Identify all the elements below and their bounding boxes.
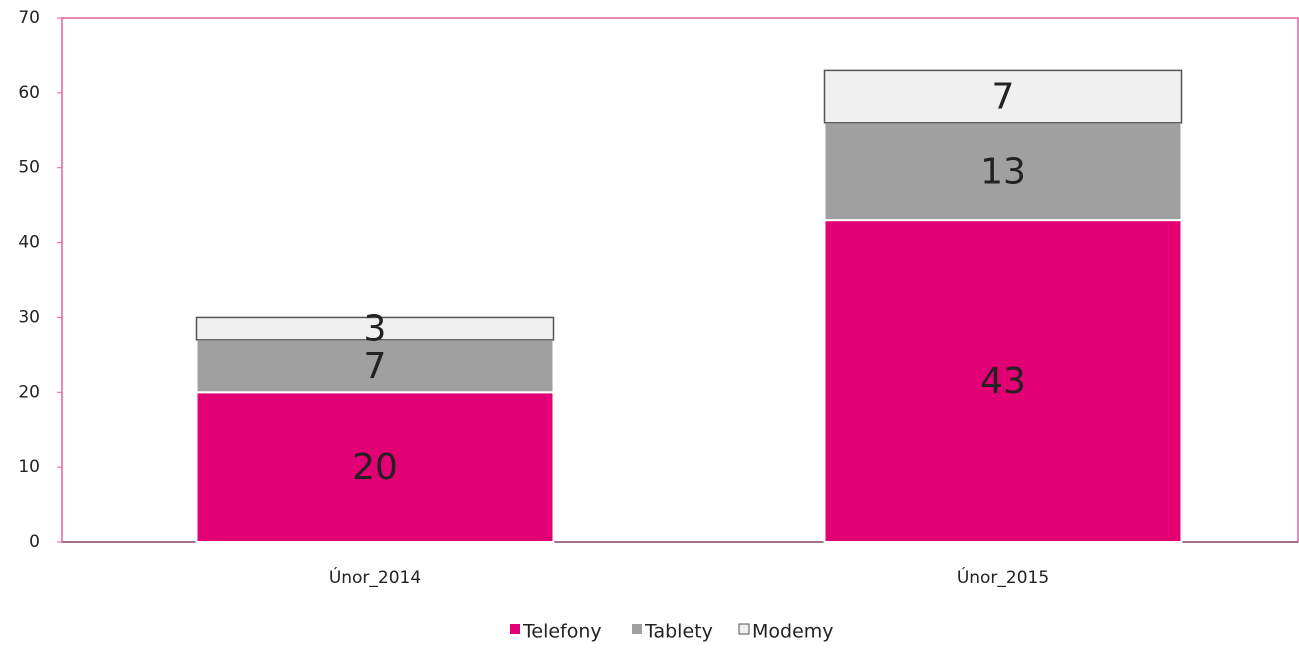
data-label: 7 [992,77,1015,118]
y-tick-label: 30 [18,307,40,327]
bar-segment [823,69,1183,124]
x-tick-label: Únor_2015 [957,566,1049,588]
y-tick-label: 0 [29,532,40,552]
data-label: 7 [364,346,387,387]
legend-swatch [632,624,642,634]
x-tick-label: Únor_2014 [329,566,421,588]
data-label: 3 [364,309,387,350]
y-tick-label: 20 [18,382,40,402]
y-tick-label: 60 [18,83,40,103]
legend-label: Modemy [752,621,834,643]
data-label: 13 [980,151,1026,192]
y-tick-label: 10 [18,457,40,477]
bar-segment [195,338,555,394]
bar-segment [823,121,1183,222]
y-tick-label: 50 [18,158,40,178]
data-label: 43 [980,361,1026,402]
data-label: 20 [352,447,398,488]
y-tick-label: 70 [18,8,40,28]
bar-segment [823,219,1183,543]
legend-label: Tablety [644,621,713,643]
bar-segment [195,316,555,341]
bar-segment [195,391,555,543]
legend-swatch [738,623,750,635]
legend-label: Telefony [522,621,602,643]
y-tick-label: 40 [18,233,40,253]
legend-swatch [510,624,520,634]
